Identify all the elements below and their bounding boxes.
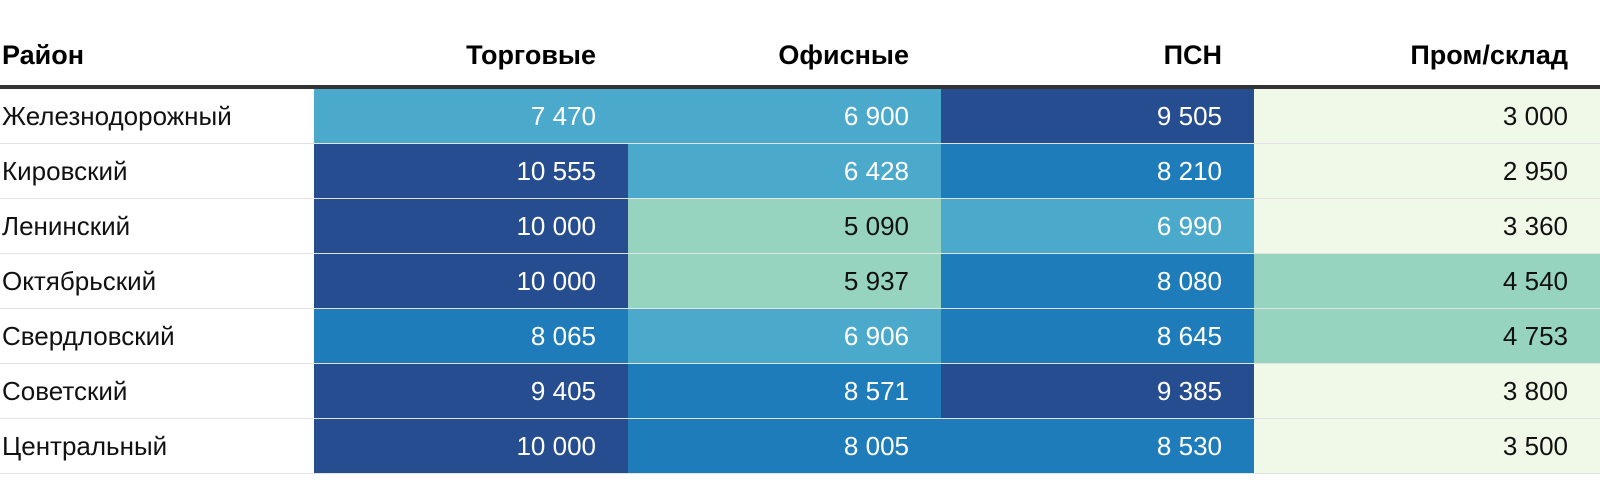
table-row: Железнодорожный 7 470 6 900 9 505 3 000 <box>0 87 1600 144</box>
column-header-office: Офисные <box>628 25 941 89</box>
heatmap-cell-industrial: 4 753 <box>1254 308 1600 364</box>
heatmap-cell-office: 5 937 <box>628 253 941 309</box>
table-row: Ленинский 10 000 5 090 6 990 3 360 <box>0 198 1600 254</box>
heatmap-cell-psn: 8 080 <box>941 253 1254 309</box>
table-row: Кировский 10 555 6 428 8 210 2 950 <box>0 143 1600 199</box>
heatmap-cell-psn: 9 385 <box>941 363 1254 419</box>
table-body: Железнодорожный 7 470 6 900 9 505 3 000 Киров… <box>0 87 1600 474</box>
heatmap-cell-retail: 9 405 <box>314 363 628 419</box>
heatmap-cell-industrial: 3 360 <box>1254 198 1600 254</box>
table-row: Октябрьский 10 000 5 937 8 080 4 540 <box>0 253 1600 309</box>
heatmap-cell-office: 6 428 <box>628 143 941 199</box>
heatmap-cell-office: 8 005 <box>628 418 941 474</box>
header-row: Район Торговые Офисные ПСН Пром/склад <box>0 25 1600 89</box>
column-header-district: Район <box>0 25 314 89</box>
heatmap-cell-industrial: 4 540 <box>1254 253 1600 309</box>
district-name: Ленинский <box>0 198 314 254</box>
heatmap-cell-office: 6 900 <box>628 87 941 144</box>
column-header-retail: Торговые <box>314 25 628 89</box>
table-row: Советский 9 405 8 571 9 385 3 800 <box>0 363 1600 419</box>
heatmap-cell-industrial: 3 800 <box>1254 363 1600 419</box>
heatmap-cell-industrial: 3 500 <box>1254 418 1600 474</box>
heatmap-cell-office: 5 090 <box>628 198 941 254</box>
column-header-psn: ПСН <box>941 25 1254 89</box>
district-name: Свердловский <box>0 308 314 364</box>
heatmap-cell-psn: 6 990 <box>941 198 1254 254</box>
heatmap-cell-psn: 9 505 <box>941 87 1254 144</box>
heatmap-cell-office: 8 571 <box>628 363 941 419</box>
heatmap-cell-psn: 8 210 <box>941 143 1254 199</box>
heatmap-cell-psn: 8 530 <box>941 418 1254 474</box>
district-name: Кировский <box>0 143 314 199</box>
heatmap-cell-office: 6 906 <box>628 308 941 364</box>
heatmap-table: Район Торговые Офисные ПСН Пром/склад Же… <box>0 25 1600 474</box>
district-name: Железнодорожный <box>0 87 314 144</box>
heatmap-cell-industrial: 2 950 <box>1254 143 1600 199</box>
heatmap-cell-psn: 8 645 <box>941 308 1254 364</box>
column-header-industrial: Пром/склад <box>1254 25 1600 89</box>
table-row: Свердловский 8 065 6 906 8 645 4 753 <box>0 308 1600 364</box>
district-name: Советский <box>0 363 314 419</box>
heatmap-cell-retail: 8 065 <box>314 308 628 364</box>
district-name: Октябрьский <box>0 253 314 309</box>
table-row: Центральный 10 000 8 005 8 530 3 500 <box>0 418 1600 474</box>
heatmap-cell-retail: 10 000 <box>314 253 628 309</box>
heatmap-cell-industrial: 3 000 <box>1254 87 1600 144</box>
heatmap-cell-retail: 10 000 <box>314 198 628 254</box>
heatmap-cell-retail: 10 555 <box>314 143 628 199</box>
heatmap-cell-retail: 10 000 <box>314 418 628 474</box>
district-name: Центральный <box>0 418 314 474</box>
heatmap-cell-retail: 7 470 <box>314 87 628 144</box>
